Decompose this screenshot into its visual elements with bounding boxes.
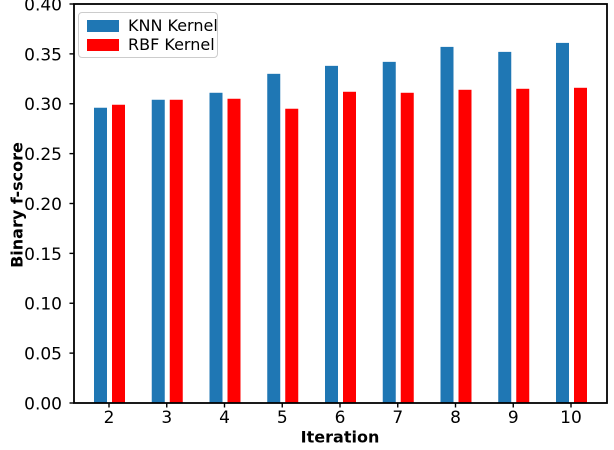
y-axis-label: Binary f-score <box>7 142 27 268</box>
x-tick-label: 3 <box>161 408 172 428</box>
legend-label-rbf-kernel: RBF Kernel <box>128 34 215 54</box>
x-tick-label: 5 <box>277 408 288 428</box>
bar-knn-kernel-4 <box>209 92 223 403</box>
bar-knn-kernel-10 <box>556 42 569 404</box>
bar-knn-kernel-5 <box>267 73 281 403</box>
x-tick-label: 9 <box>508 408 519 428</box>
bar-rbf-kernel-2 <box>112 104 125 403</box>
bar-knn-kernel-9 <box>498 51 512 403</box>
x-tick-label: 2 <box>104 408 115 428</box>
y-tick-label: 0.15 <box>24 245 62 265</box>
legend: KNN Kernel RBF Kernel <box>78 12 218 58</box>
y-tick-label: 0.05 <box>24 345 62 365</box>
y-tick-label: 0.10 <box>24 295 62 315</box>
knn-kernel-swatch <box>87 19 119 32</box>
legend-item-rbf-kernel: RBF Kernel <box>87 36 215 53</box>
x-tick-label: 8 <box>450 408 461 428</box>
bar-knn-kernel-3 <box>151 99 165 403</box>
bar-knn-kernel-2 <box>94 107 107 404</box>
bar-rbf-kernel-7 <box>400 92 414 403</box>
legend-label-knn-kernel: KNN Kernel <box>128 15 218 35</box>
bar-rbf-kernel-6 <box>343 91 356 403</box>
bar-rbf-kernel-3 <box>169 99 183 403</box>
x-tick-label: 4 <box>219 408 230 428</box>
y-tick-label: 0.20 <box>24 195 62 215</box>
y-tick-label: 0.25 <box>24 145 62 165</box>
bar-rbf-kernel-9 <box>516 88 530 403</box>
y-tick-label: 0.00 <box>24 394 62 414</box>
x-tick-label: 10 <box>560 408 582 428</box>
bar-knn-kernel-7 <box>382 61 396 404</box>
bar-rbf-kernel-8 <box>458 89 472 403</box>
bar-knn-kernel-8 <box>440 46 454 403</box>
bar-knn-kernel-6 <box>325 65 338 403</box>
x-tick-label: 6 <box>335 408 346 428</box>
legend-item-knn-kernel: KNN Kernel <box>87 17 218 34</box>
bar-rbf-kernel-4 <box>227 98 241 403</box>
x-tick-label: 7 <box>392 408 403 428</box>
x-axis-label: Iteration <box>300 427 380 447</box>
y-tick-label: 0.30 <box>24 95 62 115</box>
y-tick-label: 0.35 <box>24 45 62 65</box>
rbf-kernel-swatch <box>87 38 119 51</box>
y-tick-label: 0.40 <box>24 0 62 15</box>
bar-rbf-kernel-10 <box>574 87 587 403</box>
bar-rbf-kernel-5 <box>285 108 299 404</box>
